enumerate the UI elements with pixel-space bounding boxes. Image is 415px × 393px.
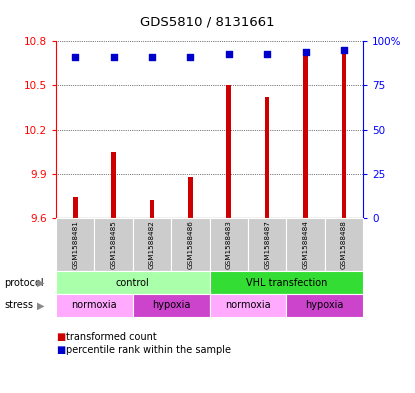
Bar: [265, 97, 269, 218]
Text: control: control: [116, 277, 150, 288]
Bar: [227, 86, 231, 218]
Text: ■: ■: [56, 345, 65, 355]
Bar: [188, 177, 193, 218]
Text: GDS5810 / 8131661: GDS5810 / 8131661: [140, 16, 275, 29]
Point: [110, 54, 117, 60]
Text: GSM1588488: GSM1588488: [341, 220, 347, 269]
Bar: [73, 197, 78, 218]
Point: [264, 50, 271, 57]
Text: transformed count: transformed count: [66, 332, 157, 342]
Text: stress: stress: [4, 300, 33, 310]
Text: GSM1588486: GSM1588486: [188, 220, 193, 269]
Bar: [111, 152, 116, 218]
Point: [149, 54, 155, 60]
Text: ■: ■: [56, 332, 65, 342]
Text: ▶: ▶: [37, 277, 44, 288]
Point: [72, 54, 78, 60]
Text: normoxia: normoxia: [72, 300, 117, 310]
Point: [187, 54, 194, 60]
Text: protocol: protocol: [4, 277, 44, 288]
Text: GSM1588485: GSM1588485: [111, 220, 117, 269]
Text: normoxia: normoxia: [225, 300, 271, 310]
Text: VHL transfection: VHL transfection: [246, 277, 327, 288]
Bar: [342, 47, 346, 218]
Text: GSM1588487: GSM1588487: [264, 220, 270, 269]
Text: ▶: ▶: [37, 300, 44, 310]
Text: hypoxia: hypoxia: [305, 300, 344, 310]
Point: [225, 50, 232, 57]
Text: percentile rank within the sample: percentile rank within the sample: [66, 345, 232, 355]
Bar: [150, 200, 154, 218]
Text: GSM1588484: GSM1588484: [303, 220, 308, 269]
Text: GSM1588482: GSM1588482: [149, 220, 155, 269]
Text: GSM1588483: GSM1588483: [226, 220, 232, 269]
Text: hypoxia: hypoxia: [152, 300, 190, 310]
Bar: [303, 53, 308, 218]
Point: [302, 49, 309, 55]
Point: [341, 47, 347, 53]
Text: GSM1588481: GSM1588481: [72, 220, 78, 269]
